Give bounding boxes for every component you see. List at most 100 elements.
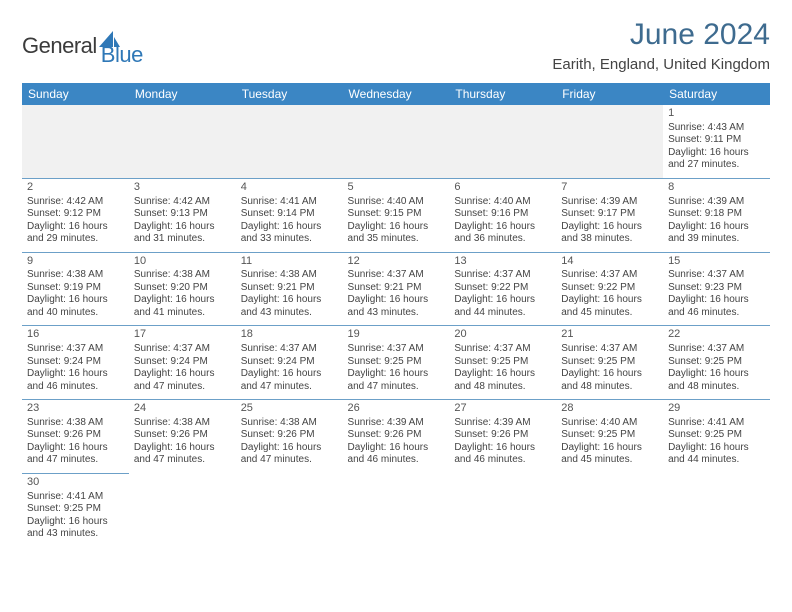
sunset-text: Sunset: 9:26 PM	[134, 429, 231, 442]
sunrise-text: Sunrise: 4:40 AM	[454, 196, 551, 209]
day-number: 3	[134, 181, 231, 195]
calendar-day-cell: 18Sunrise: 4:37 AMSunset: 9:24 PMDayligh…	[236, 326, 343, 400]
daylight-text: and 36 minutes.	[454, 233, 551, 246]
daylight-text: Daylight: 16 hours	[561, 368, 658, 381]
daylight-text: Daylight: 16 hours	[668, 221, 765, 234]
daylight-text: and 43 minutes.	[348, 307, 445, 320]
daylight-text: and 47 minutes.	[241, 381, 338, 394]
daylight-text: Daylight: 16 hours	[348, 221, 445, 234]
location-text: Earith, England, United Kingdom	[552, 56, 770, 73]
sunset-text: Sunset: 9:25 PM	[668, 429, 765, 442]
day-number: 19	[348, 328, 445, 342]
daylight-text: Daylight: 16 hours	[241, 368, 338, 381]
daylight-text: and 38 minutes.	[561, 233, 658, 246]
calendar-day-cell: 6Sunrise: 4:40 AMSunset: 9:16 PMDaylight…	[449, 178, 556, 252]
day-number: 29	[668, 402, 765, 416]
daylight-text: and 31 minutes.	[134, 233, 231, 246]
calendar-day-cell: 24Sunrise: 4:38 AMSunset: 9:26 PMDayligh…	[129, 400, 236, 474]
daylight-text: and 44 minutes.	[668, 454, 765, 467]
calendar-day-cell: 10Sunrise: 4:38 AMSunset: 9:20 PMDayligh…	[129, 252, 236, 326]
sunset-text: Sunset: 9:26 PM	[241, 429, 338, 442]
day-number: 5	[348, 181, 445, 195]
day-number: 7	[561, 181, 658, 195]
calendar-day-cell: 7Sunrise: 4:39 AMSunset: 9:17 PMDaylight…	[556, 178, 663, 252]
calendar-day-cell: 4Sunrise: 4:41 AMSunset: 9:14 PMDaylight…	[236, 178, 343, 252]
calendar-day-cell: 23Sunrise: 4:38 AMSunset: 9:26 PMDayligh…	[22, 400, 129, 474]
day-number: 23	[27, 402, 124, 416]
sunset-text: Sunset: 9:22 PM	[561, 282, 658, 295]
calendar-day-cell: 3Sunrise: 4:42 AMSunset: 9:13 PMDaylight…	[129, 178, 236, 252]
sunset-text: Sunset: 9:14 PM	[241, 208, 338, 221]
sunrise-text: Sunrise: 4:37 AM	[561, 343, 658, 356]
daylight-text: Daylight: 16 hours	[134, 442, 231, 455]
daylight-text: and 33 minutes.	[241, 233, 338, 246]
daylight-text: Daylight: 16 hours	[27, 368, 124, 381]
calendar-day-cell: 27Sunrise: 4:39 AMSunset: 9:26 PMDayligh…	[449, 400, 556, 474]
title-block: June 2024 Earith, England, United Kingdo…	[552, 18, 770, 73]
sunrise-text: Sunrise: 4:39 AM	[348, 417, 445, 430]
sunset-text: Sunset: 9:25 PM	[348, 356, 445, 369]
daylight-text: and 48 minutes.	[668, 381, 765, 394]
sunset-text: Sunset: 9:19 PM	[27, 282, 124, 295]
calendar-empty-cell	[236, 473, 343, 546]
day-number: 15	[668, 255, 765, 269]
daylight-text: and 46 minutes.	[454, 454, 551, 467]
calendar-day-cell: 17Sunrise: 4:37 AMSunset: 9:24 PMDayligh…	[129, 326, 236, 400]
sunrise-text: Sunrise: 4:37 AM	[134, 343, 231, 356]
calendar-day-cell: 15Sunrise: 4:37 AMSunset: 9:23 PMDayligh…	[663, 252, 770, 326]
daylight-text: and 47 minutes.	[241, 454, 338, 467]
calendar-day-cell: 19Sunrise: 4:37 AMSunset: 9:25 PMDayligh…	[343, 326, 450, 400]
day-number: 27	[454, 402, 551, 416]
calendar-header-row: SundayMondayTuesdayWednesdayThursdayFrid…	[22, 83, 770, 105]
logo: General Blue	[22, 24, 143, 68]
sunset-text: Sunset: 9:25 PM	[561, 356, 658, 369]
sunset-text: Sunset: 9:24 PM	[27, 356, 124, 369]
daylight-text: Daylight: 16 hours	[348, 442, 445, 455]
sunset-text: Sunset: 9:26 PM	[348, 429, 445, 442]
weekday-header: Sunday	[22, 83, 129, 105]
sunrise-text: Sunrise: 4:42 AM	[27, 196, 124, 209]
day-number: 13	[454, 255, 551, 269]
daylight-text: and 47 minutes.	[27, 454, 124, 467]
calendar-empty-cell	[343, 473, 450, 546]
daylight-text: Daylight: 16 hours	[561, 221, 658, 234]
sunset-text: Sunset: 9:24 PM	[134, 356, 231, 369]
calendar-day-cell: 14Sunrise: 4:37 AMSunset: 9:22 PMDayligh…	[556, 252, 663, 326]
calendar-empty-cell	[449, 105, 556, 178]
sunrise-text: Sunrise: 4:37 AM	[27, 343, 124, 356]
daylight-text: and 29 minutes.	[27, 233, 124, 246]
daylight-text: Daylight: 16 hours	[134, 221, 231, 234]
calendar-day-cell: 13Sunrise: 4:37 AMSunset: 9:22 PMDayligh…	[449, 252, 556, 326]
calendar-day-cell: 26Sunrise: 4:39 AMSunset: 9:26 PMDayligh…	[343, 400, 450, 474]
weekday-header: Wednesday	[343, 83, 450, 105]
daylight-text: and 40 minutes.	[27, 307, 124, 320]
day-number: 25	[241, 402, 338, 416]
daylight-text: Daylight: 16 hours	[27, 442, 124, 455]
daylight-text: Daylight: 16 hours	[668, 442, 765, 455]
daylight-text: and 35 minutes.	[348, 233, 445, 246]
sunset-text: Sunset: 9:25 PM	[668, 356, 765, 369]
day-number: 18	[241, 328, 338, 342]
weekday-header: Tuesday	[236, 83, 343, 105]
daylight-text: Daylight: 16 hours	[668, 294, 765, 307]
sunrise-text: Sunrise: 4:39 AM	[668, 196, 765, 209]
sunrise-text: Sunrise: 4:41 AM	[27, 491, 124, 504]
sunrise-text: Sunrise: 4:39 AM	[561, 196, 658, 209]
day-number: 2	[27, 181, 124, 195]
sunset-text: Sunset: 9:24 PM	[241, 356, 338, 369]
calendar-empty-cell	[236, 105, 343, 178]
weekday-header: Friday	[556, 83, 663, 105]
daylight-text: Daylight: 16 hours	[561, 442, 658, 455]
sunrise-text: Sunrise: 4:38 AM	[134, 417, 231, 430]
weekday-header: Monday	[129, 83, 236, 105]
daylight-text: and 45 minutes.	[561, 307, 658, 320]
sunset-text: Sunset: 9:25 PM	[561, 429, 658, 442]
calendar-day-cell: 16Sunrise: 4:37 AMSunset: 9:24 PMDayligh…	[22, 326, 129, 400]
sunrise-text: Sunrise: 4:38 AM	[241, 269, 338, 282]
day-number: 14	[561, 255, 658, 269]
day-number: 28	[561, 402, 658, 416]
calendar-day-cell: 22Sunrise: 4:37 AMSunset: 9:25 PMDayligh…	[663, 326, 770, 400]
sunset-text: Sunset: 9:26 PM	[454, 429, 551, 442]
sunrise-text: Sunrise: 4:37 AM	[668, 269, 765, 282]
calendar-day-cell: 21Sunrise: 4:37 AMSunset: 9:25 PMDayligh…	[556, 326, 663, 400]
